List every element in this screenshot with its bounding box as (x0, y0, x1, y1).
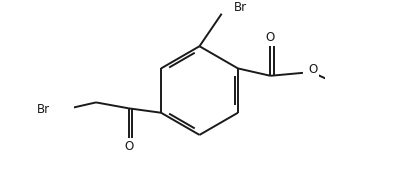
Text: O: O (309, 63, 318, 76)
Text: Br: Br (37, 103, 50, 116)
Text: O: O (124, 140, 133, 153)
Text: Br: Br (233, 1, 247, 14)
Text: O: O (266, 31, 275, 44)
